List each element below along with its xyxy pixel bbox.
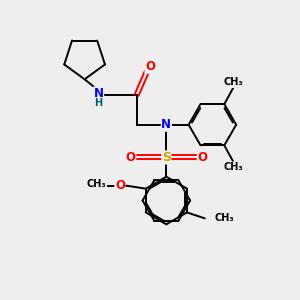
Text: CH₃: CH₃ [214, 213, 234, 224]
Text: CH₃: CH₃ [224, 77, 243, 87]
Text: N: N [161, 118, 171, 131]
Text: O: O [145, 60, 155, 73]
Text: N: N [94, 87, 103, 100]
Text: CH₃: CH₃ [224, 162, 243, 172]
Text: O: O [115, 179, 125, 192]
Text: S: S [162, 151, 171, 164]
Text: O: O [125, 151, 135, 164]
Text: CH₃: CH₃ [87, 179, 106, 189]
Text: O: O [198, 151, 208, 164]
Text: H: H [94, 98, 103, 108]
